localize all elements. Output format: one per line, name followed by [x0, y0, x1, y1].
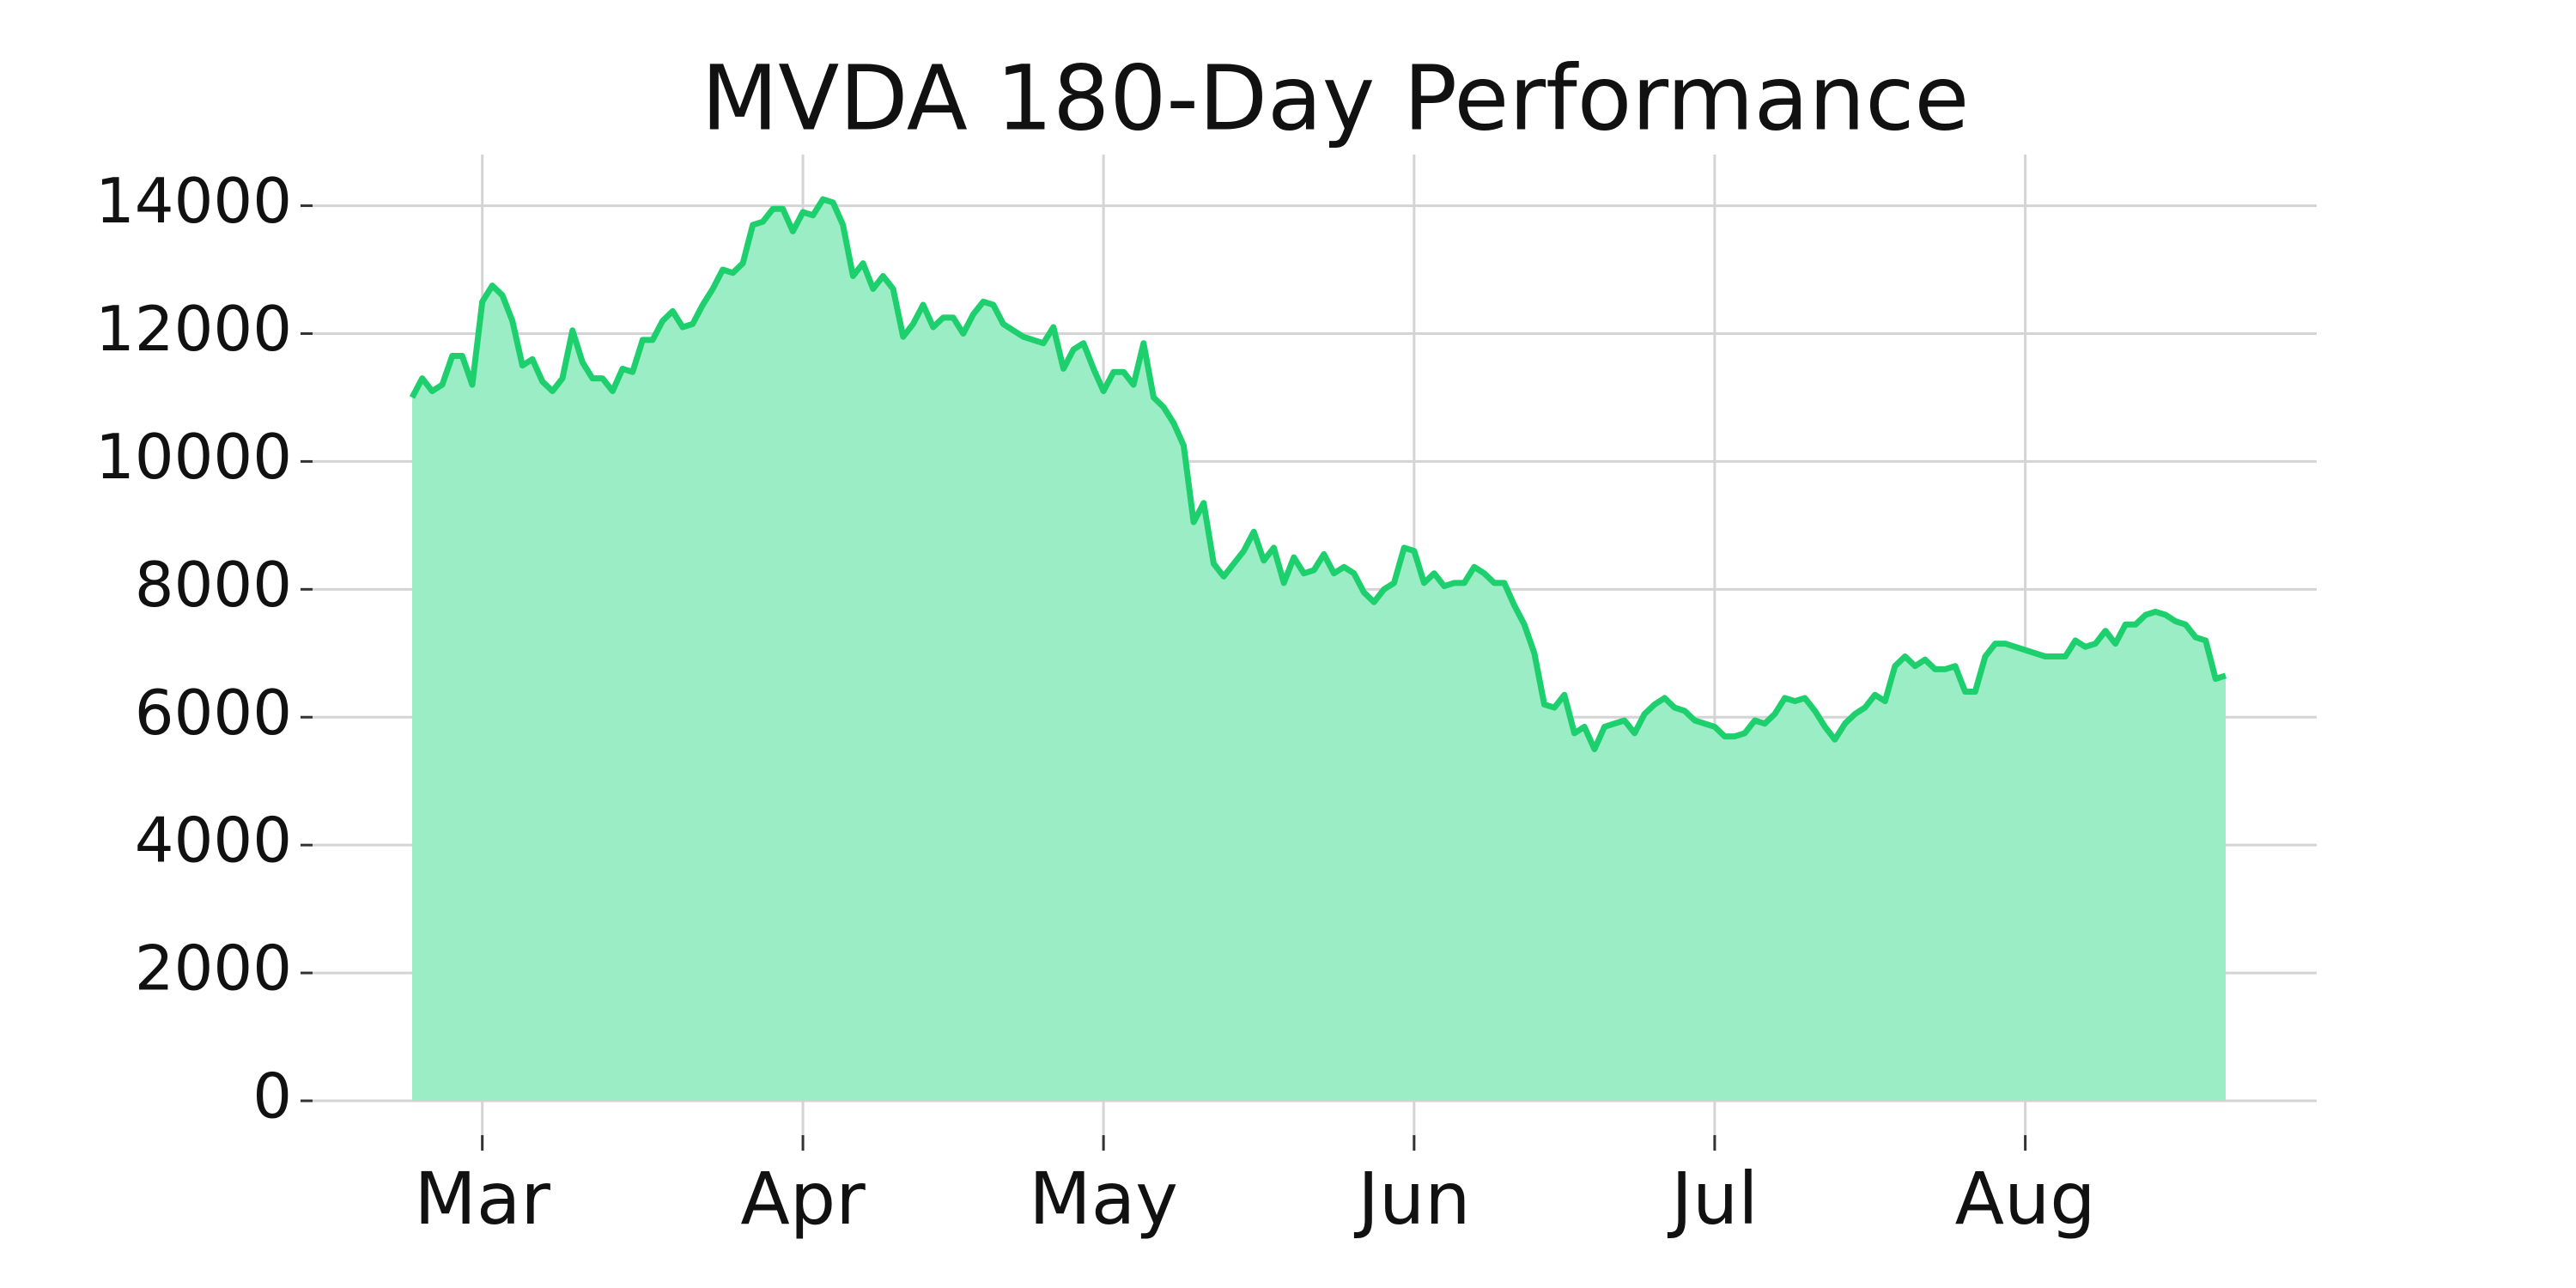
y-tick-label: 8000: [135, 549, 292, 621]
area-fill: [412, 199, 2226, 1102]
x-tick-label: May: [1029, 1157, 1178, 1241]
line: [409, 196, 2227, 752]
chart-title: MVDA 180-Day Performance: [702, 46, 1970, 150]
y-tick-label: 4000: [135, 805, 292, 877]
x-tick-label: Mar: [414, 1157, 550, 1241]
y-tick-label: 14000: [95, 165, 292, 237]
y-tick-label: 10000: [95, 421, 292, 493]
y-tick-label: 0: [252, 1060, 292, 1133]
x-tick-label: Aug: [1955, 1157, 2096, 1241]
x-tick-label: Apr: [740, 1157, 866, 1241]
y-tick-label: 6000: [135, 677, 292, 749]
series: [409, 196, 2227, 1102]
y-tick-label: 2000: [135, 933, 292, 1005]
x-tick-label: Jun: [1353, 1157, 1470, 1241]
y-tick-label: 12000: [95, 293, 292, 365]
x-tick-label: Jul: [1667, 1157, 1758, 1241]
